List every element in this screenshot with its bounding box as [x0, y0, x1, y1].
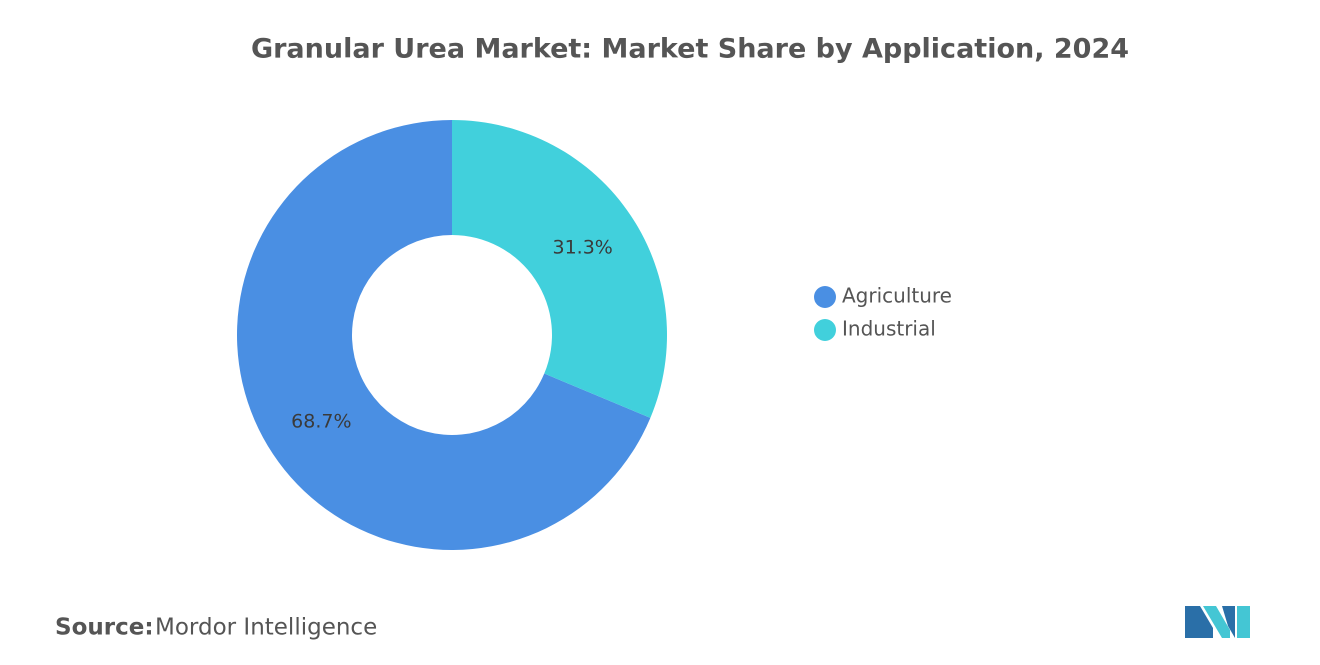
- slice: [236, 120, 651, 550]
- legend-label: Agriculture: [842, 284, 952, 308]
- logo: [1185, 606, 1250, 638]
- chart-title: Granular Urea Market: Market Share by Ap…: [251, 34, 1129, 65]
- legend-marker: [814, 286, 836, 308]
- legend-label: Industrial: [842, 317, 936, 341]
- source-label: Source:: [55, 615, 154, 641]
- value-label: 68.7%: [291, 411, 351, 433]
- legend: Agriculture Industrial: [814, 284, 952, 341]
- value-label: 31.3%: [552, 236, 612, 258]
- source-text: Mordor Intelligence: [155, 615, 377, 641]
- donut: 68.7% 31.3%: [236, 120, 667, 550]
- legend-marker: [814, 319, 836, 341]
- slice: [452, 120, 667, 418]
